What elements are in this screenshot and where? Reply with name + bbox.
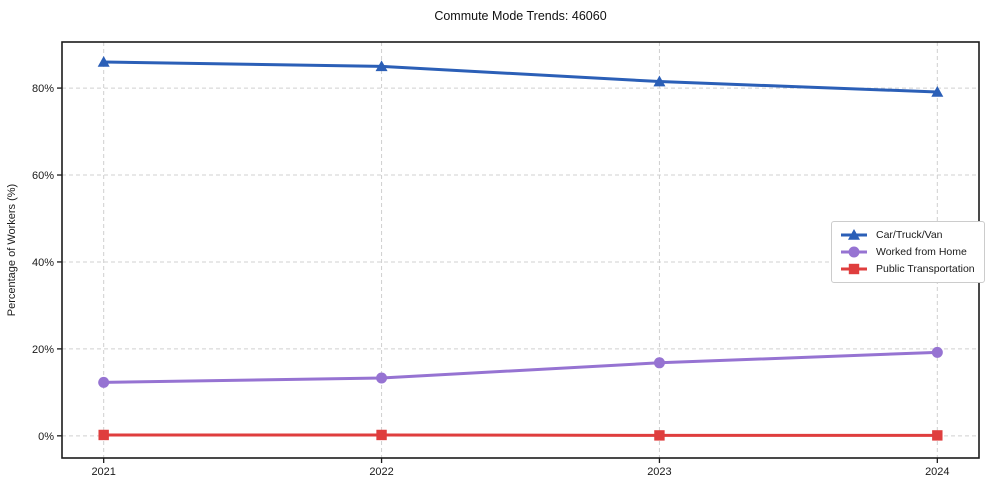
x-tick-label: 2021 [91,466,115,478]
square-data-marker-icon [654,430,665,441]
circle-data-marker-icon [98,376,110,388]
circle-data-marker-icon [653,357,665,369]
series-line [102,60,939,94]
legend-item: Car/Truck/Van [839,228,975,242]
legend-label: Worked from Home [876,246,967,258]
legend: Car/Truck/Van Worked from Home Public Tran… [831,221,985,283]
legend-item: Worked from Home [839,245,975,259]
square-data-marker-icon [376,429,387,441]
square-marker-icon [841,263,867,275]
legend-label: Public Transportation [876,263,975,275]
circle-data-marker-icon [931,346,943,358]
x-tick-label: 2022 [369,466,393,478]
y-tick-label: 60% [32,170,54,182]
square-data-marker-icon [98,429,109,441]
x-tick-label: 2023 [647,466,671,478]
x-tick-label: 2024 [925,466,949,478]
triangle-marker-glyph [848,229,860,240]
y-tick-label: 80% [32,83,54,95]
square-marker-glyph [848,263,860,275]
circle-marker-icon [841,246,867,258]
legend-item: Public Transportation [839,262,975,276]
triangle-data-marker-icon [931,85,944,97]
chart-title: Commute Mode Trends: 46060 [434,9,607,23]
legend-label: Car/Truck/Van [876,229,943,241]
circle-data-marker-icon [376,372,388,384]
square-data-marker-icon [932,430,943,441]
y-tick-label: 20% [32,344,54,356]
triangle-data-marker-icon [653,75,666,87]
triangle-marker-icon [841,229,867,240]
series-line [102,350,939,384]
triangle-data-marker-icon [375,60,388,72]
circle-marker-glyph [848,246,860,258]
y-tick-label: 40% [32,257,54,269]
triangle-data-marker-icon [97,55,110,67]
y-tick-label: 0% [38,431,54,443]
